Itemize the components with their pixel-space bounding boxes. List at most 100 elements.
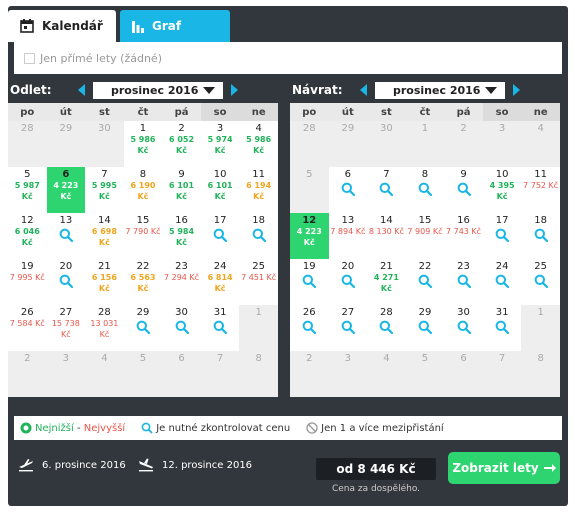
calendar-day[interactable]: 13 7 894 Kč [329,213,368,259]
calendar-day-selected[interactable]: 12 4 223 Kč [290,213,329,259]
search-icon[interactable] [457,320,471,337]
calendar-day[interactable]: 11 7 752 Kč [521,167,560,213]
calendar-day[interactable]: 19 7 995 Kč [8,259,47,305]
search-icon[interactable] [302,274,317,291]
day-number: 7 [383,169,390,180]
calendar-day[interactable]: 14 8 130 Kč [367,213,406,259]
search-icon[interactable] [341,320,355,337]
calendar-day[interactable]: 24 6 814 Kč [201,259,240,305]
calendar-day[interactable]: 28 [367,305,406,351]
search-icon[interactable] [379,320,394,337]
search-icon[interactable] [418,274,433,291]
calendar-day[interactable]: 26 7 584 Kč [8,305,47,351]
calendar-day[interactable]: 8 [406,167,445,213]
calendar-day[interactable]: 27 [329,305,368,351]
day-number: 16 [457,215,470,226]
calendar-day[interactable]: 21 4 271 Kč [367,259,406,305]
calendar-day[interactable]: 24 [483,259,522,305]
calendar-day[interactable]: 17 [483,213,522,259]
search-icon[interactable] [341,182,355,199]
prev-month-icon[interactable] [360,84,367,96]
calendar-day[interactable]: 16 5 984 Kč [162,213,201,259]
search-icon[interactable] [418,320,433,337]
calendar-day[interactable]: 22 [406,259,445,305]
search-icon[interactable] [418,182,433,199]
calendar-day[interactable]: 18 [239,213,278,259]
calendar-day[interactable]: 6 [329,167,368,213]
search-icon[interactable] [457,274,471,291]
search-icon[interactable] [341,274,355,291]
search-icon[interactable] [495,228,510,245]
calendar-day[interactable]: 13 [47,213,86,259]
search-icon[interactable] [136,320,151,337]
tab-calendar[interactable]: Kalendář [8,10,116,42]
direct-flights-filter[interactable]: Jen přímé lety (žádné) [14,42,562,74]
search-icon[interactable] [213,320,228,337]
return-calendar: Návrat: prosinec 2016 po út st čt pá so ne 28 29… [290,80,560,397]
show-flights-button[interactable]: Zobrazit lety [448,452,560,484]
search-icon[interactable] [495,320,510,337]
calendar-day[interactable]: 20 [47,259,86,305]
calendar-day[interactable]: 28 13 031 Kč [85,305,124,351]
calendar-day[interactable]: 22 6 563 Kč [124,259,163,305]
tab-graph[interactable]: Graf [120,10,230,42]
search-icon[interactable] [175,320,189,337]
calendar-day[interactable]: 15 7 790 Kč [124,213,163,259]
calendar-day[interactable]: 31 [483,305,522,351]
departure-month-select[interactable]: prosinec 2016 [93,81,223,99]
search-icon[interactable] [495,274,510,291]
calendar-day[interactable]: 18 [521,213,560,259]
calendar-day-outside: 28 [290,121,329,167]
calendar-day[interactable]: 29 [124,305,163,351]
next-month-icon[interactable] [231,84,238,96]
calendar-day[interactable]: 15 7 909 Kč [406,213,445,259]
search-icon[interactable] [252,228,266,245]
day-number: 28 [20,123,34,134]
search-icon[interactable] [59,274,73,291]
calendar-day[interactable]: 14 6 698 Kč [85,213,124,259]
calendar-day[interactable]: 30 [444,305,483,351]
calendar-day[interactable]: 16 7 743 Kč [444,213,483,259]
calendar-day[interactable]: 10 6 101 Kč [201,167,240,213]
calendar-day[interactable]: 31 [201,305,240,351]
calendar-day[interactable]: 19 [290,259,329,305]
calendar-day[interactable]: 26 [290,305,329,351]
search-icon[interactable] [534,228,548,245]
calendar-day[interactable]: 23 7 294 Kč [162,259,201,305]
calendar-day[interactable]: 11 6 194 Kč [239,167,278,213]
calendar-day[interactable]: 25 7 451 Kč [239,259,278,305]
search-icon[interactable] [457,182,471,199]
calendar-day[interactable]: 23 [444,259,483,305]
direct-flights-checkbox[interactable] [24,52,35,64]
calendar-day[interactable]: 17 [201,213,240,259]
calendar-day[interactable]: 20 [329,259,368,305]
day-number: 6 [460,353,467,364]
prev-month-icon[interactable] [78,84,85,96]
calendar-day[interactable]: 30 [162,305,201,351]
day-number: 30 [457,307,470,318]
calendar-day[interactable]: 21 6 156 Kč [85,259,124,305]
search-icon[interactable] [302,320,317,337]
next-month-icon[interactable] [513,84,520,96]
return-month-select[interactable]: prosinec 2016 [375,81,505,99]
search-icon[interactable] [213,228,228,245]
calendar-day[interactable]: 10 4 395 Kč [483,167,522,213]
calendar-day[interactable]: 25 [521,259,560,305]
search-icon[interactable] [379,182,394,199]
calendar-day[interactable]: 7 [367,167,406,213]
calendar-day[interactable]: 12 6 046 Kč [8,213,47,259]
calendar-day[interactable]: 29 [406,305,445,351]
calendar-day[interactable]: 9 [444,167,483,213]
calendar-day[interactable]: 27 15 738 Kč [47,305,86,351]
search-icon[interactable] [534,274,548,291]
search-icon[interactable] [59,228,73,245]
